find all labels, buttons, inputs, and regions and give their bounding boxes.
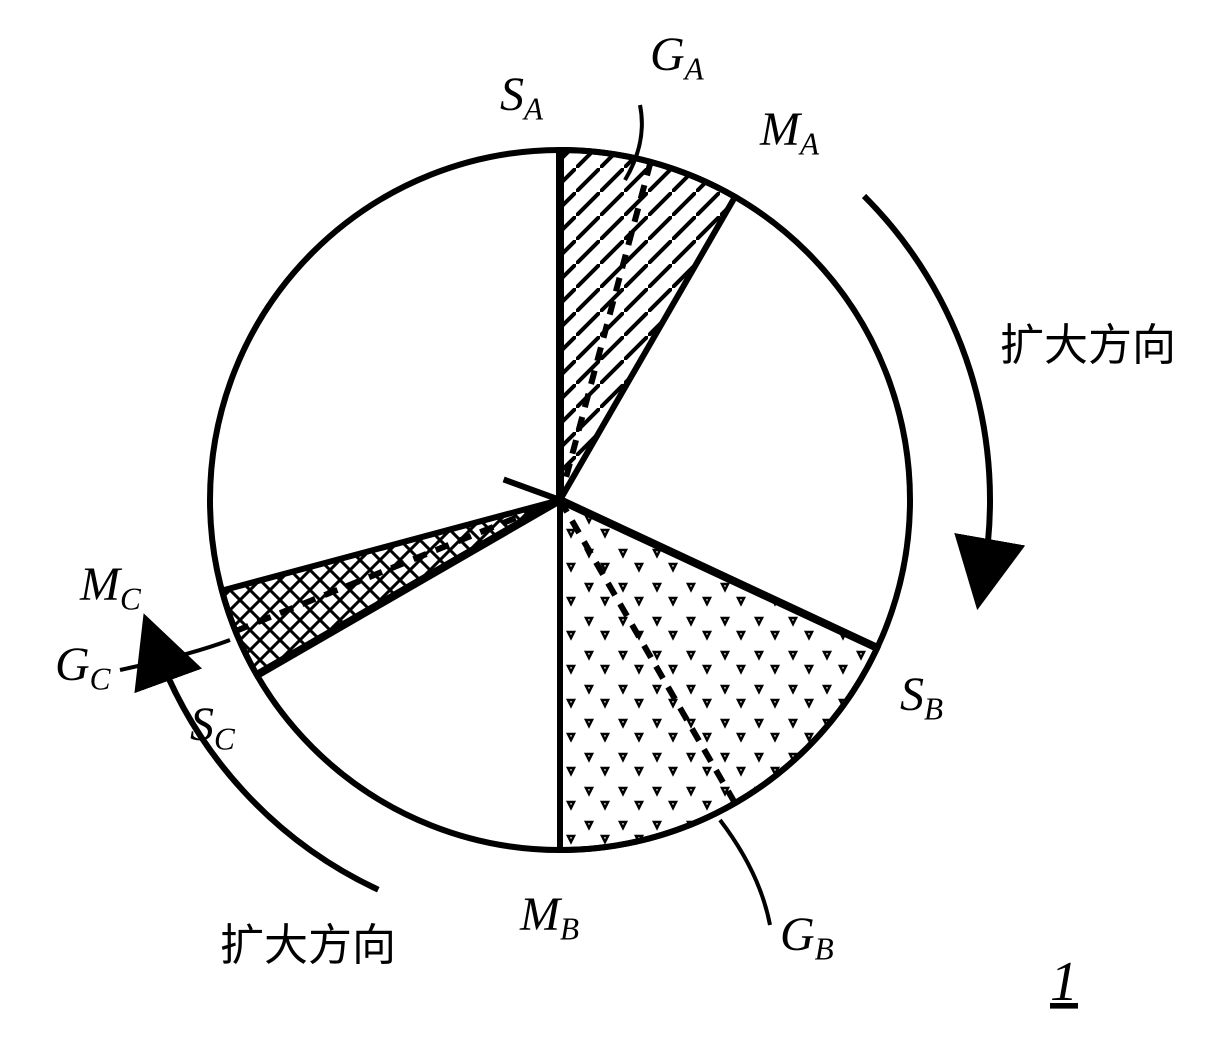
centre-stub: [504, 479, 560, 500]
label-g-a: GA: [650, 28, 705, 87]
label-s-c: SC: [190, 698, 236, 757]
direction-label-left: 扩大方向: [220, 921, 396, 970]
label-m-a: MA: [759, 103, 820, 162]
sector-a: [560, 150, 735, 500]
label-m-c: MC: [79, 558, 142, 617]
direction-arrow-left: [156, 647, 378, 890]
label-m-b: MB: [519, 888, 579, 947]
figure-number: 1: [1050, 951, 1078, 1013]
label-g-c: GC: [55, 638, 112, 697]
direction-arrow-right: [864, 196, 990, 575]
sector-b: [560, 500, 877, 850]
label-g-b: GB: [780, 908, 834, 967]
leader-g-c: [120, 640, 230, 670]
label-s-a: SA: [500, 68, 544, 127]
label-s-b: SB: [900, 668, 943, 727]
leader-g-b: [720, 820, 770, 925]
mid-radius-c: [235, 500, 560, 631]
direction-label-right: 扩大方向: [1000, 321, 1176, 370]
